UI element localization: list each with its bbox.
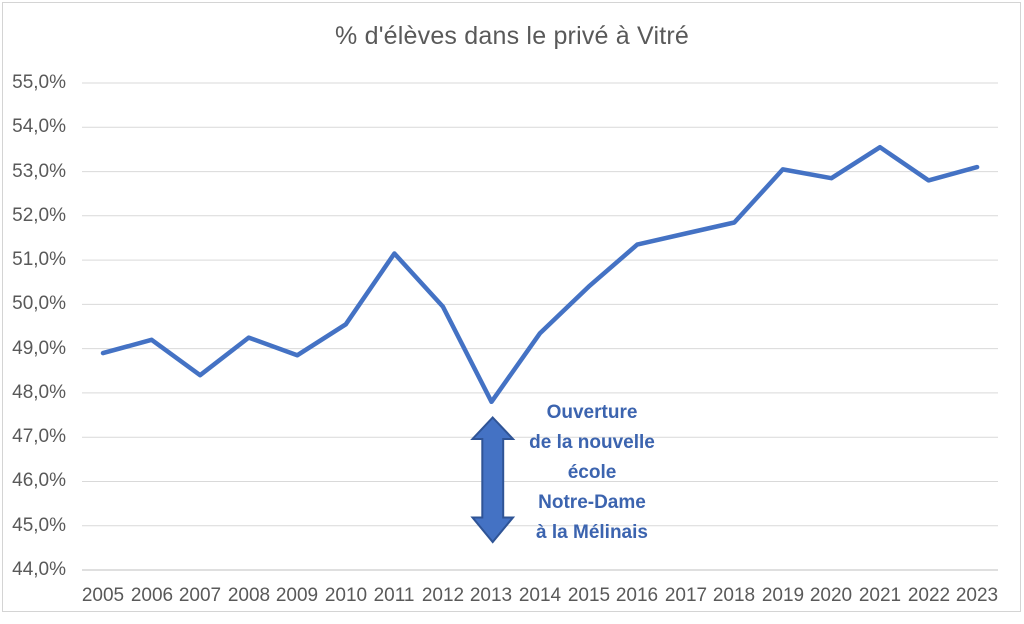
y-tick-label: 49,0% bbox=[12, 338, 66, 359]
x-tick-label: 2009 bbox=[275, 585, 319, 606]
x-tick-label: 2015 bbox=[567, 585, 611, 606]
x-tick-label: 2016 bbox=[615, 585, 659, 606]
annotation-line: à la Mélinais bbox=[536, 522, 648, 543]
x-tick-label: 2005 bbox=[81, 585, 125, 606]
x-tick-label: 2012 bbox=[421, 585, 465, 606]
x-tick-label: 2022 bbox=[907, 585, 951, 606]
x-tick-label: 2018 bbox=[712, 585, 756, 606]
y-tick-label: 48,0% bbox=[12, 382, 66, 403]
y-tick-label: 54,0% bbox=[12, 116, 66, 137]
x-tick-label: 2019 bbox=[761, 585, 805, 606]
x-tick-label: 2017 bbox=[664, 585, 708, 606]
y-tick-label: 51,0% bbox=[12, 249, 66, 270]
y-tick-label: 50,0% bbox=[12, 293, 66, 314]
annotation-line: de la nouvelle bbox=[529, 432, 655, 453]
y-tick-label: 45,0% bbox=[12, 515, 66, 536]
y-tick-label: 47,0% bbox=[12, 426, 66, 447]
annotation-line: Ouverture bbox=[546, 402, 638, 423]
chart-title: % d'élèves dans le privé à Vitré bbox=[335, 22, 689, 50]
y-tick-label: 53,0% bbox=[12, 161, 66, 182]
annotation-line: école bbox=[567, 462, 617, 483]
double-arrow-icon bbox=[470, 416, 516, 544]
x-tick-label: 2006 bbox=[130, 585, 174, 606]
x-tick-label: 2014 bbox=[518, 585, 562, 606]
y-tick-label: 55,0% bbox=[12, 72, 66, 93]
x-tick-label: 2021 bbox=[858, 585, 902, 606]
annotation-text: Ouverture de la nouvelle école Notre-Dame à … bbox=[497, 398, 687, 548]
gridlines bbox=[82, 82, 998, 571]
x-tick-label: 2013 bbox=[469, 585, 513, 606]
y-tick-label: 52,0% bbox=[12, 205, 66, 226]
x-tick-label: 2020 bbox=[809, 585, 853, 606]
y-tick-label: 44,0% bbox=[12, 559, 66, 580]
x-tick-label: 2023 bbox=[955, 585, 999, 606]
x-tick-label: 2008 bbox=[227, 585, 271, 606]
x-tick-label: 2010 bbox=[324, 585, 368, 606]
x-tick-label: 2007 bbox=[178, 585, 222, 606]
series-line bbox=[100, 144, 980, 405]
annotation-line: Notre-Dame bbox=[538, 492, 646, 513]
y-tick-label: 46,0% bbox=[12, 470, 66, 491]
x-tick-label: 2011 bbox=[373, 585, 415, 606]
